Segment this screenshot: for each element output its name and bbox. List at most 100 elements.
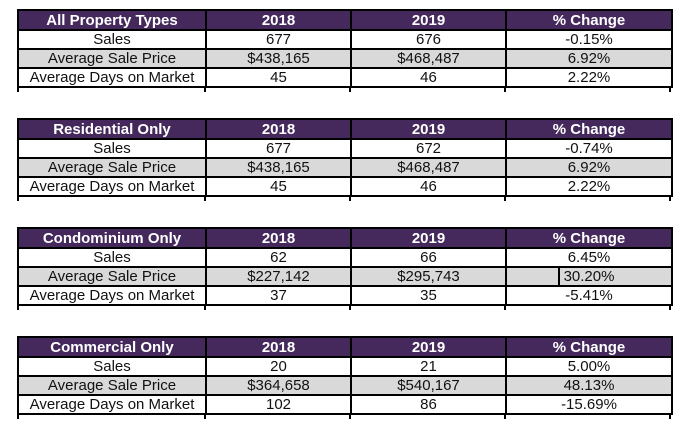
data-table: Commercial Only 2018 2019 % Change Sales… bbox=[17, 336, 673, 415]
row-label: Sales bbox=[17, 138, 207, 159]
value-change: 5.00% bbox=[505, 356, 673, 377]
column-header-2018: 2018 bbox=[205, 336, 352, 358]
gridline-stub bbox=[17, 306, 19, 310]
gridline-stub bbox=[17, 415, 19, 419]
table-row-average-days-on-market: Average Days on Market 45 46 2.22% bbox=[17, 176, 673, 197]
gridline-stub bbox=[17, 197, 19, 201]
gridline-stub bbox=[204, 306, 206, 310]
header-row: Residential Only 2018 2019 % Change bbox=[17, 118, 673, 140]
value-2018: $364,658 bbox=[205, 375, 352, 396]
gridline-stub bbox=[204, 197, 206, 201]
table-row-sales: Sales 62 66 6.45% bbox=[17, 247, 673, 268]
cursor-line-artifact bbox=[558, 269, 560, 284]
value-2019: 46 bbox=[350, 67, 507, 88]
value-change: 6.92% bbox=[505, 157, 673, 178]
value-2018: 37 bbox=[205, 285, 352, 306]
value-2019: 86 bbox=[350, 394, 507, 415]
column-header-2019: 2019 bbox=[350, 9, 507, 31]
value-2018: 62 bbox=[205, 247, 352, 268]
value-change: -0.15% bbox=[505, 29, 673, 50]
table-row-sales: Sales 20 21 5.00% bbox=[17, 356, 673, 377]
data-table: Condominium Only 2018 2019 % Change Sale… bbox=[17, 227, 673, 306]
row-label: Sales bbox=[17, 356, 207, 377]
value-2019: 46 bbox=[350, 176, 507, 197]
stats-table-condominium-only: Condominium Only 2018 2019 % Change Sale… bbox=[17, 227, 673, 310]
table-row-average-days-on-market: Average Days on Market 45 46 2.22% bbox=[17, 67, 673, 88]
value-2019: 66 bbox=[350, 247, 507, 268]
value-2019: 672 bbox=[350, 138, 507, 159]
table-row-average-days-on-market: Average Days on Market 37 35 -5.41% bbox=[17, 285, 673, 306]
value-change: -5.41% bbox=[505, 285, 673, 306]
gridline-stub bbox=[349, 415, 351, 419]
table-row-sales: Sales 677 676 -0.15% bbox=[17, 29, 673, 50]
value-2018: 102 bbox=[205, 394, 352, 415]
header-row: Commercial Only 2018 2019 % Change bbox=[17, 336, 673, 358]
table-row-average-sale-price: Average Sale Price $364,658 $540,167 48.… bbox=[17, 375, 673, 396]
value-2019: $468,487 bbox=[350, 48, 507, 69]
data-table: Residential Only 2018 2019 % Change Sale… bbox=[17, 118, 673, 197]
gridline-stub bbox=[17, 88, 19, 92]
value-change: -15.69% bbox=[505, 394, 673, 415]
column-header-2018: 2018 bbox=[205, 9, 352, 31]
value-change: 48.13% bbox=[505, 375, 673, 396]
column-header-2018: 2018 bbox=[205, 118, 352, 140]
table-title: Residential Only bbox=[17, 118, 207, 140]
gridline-stub bbox=[349, 197, 351, 201]
value-change-text: 30.20% bbox=[563, 268, 615, 285]
stats-table-residential-only: Residential Only 2018 2019 % Change Sale… bbox=[17, 118, 673, 201]
value-2019: $540,167 bbox=[350, 375, 507, 396]
column-header-2019: 2019 bbox=[350, 336, 507, 358]
value-change: -0.74% bbox=[505, 138, 673, 159]
gridline-stub bbox=[504, 306, 506, 310]
gridline-stub bbox=[349, 306, 351, 310]
value-change: 30.20% bbox=[505, 266, 673, 287]
row-label: Average Days on Market bbox=[17, 67, 207, 88]
gridline-stub bbox=[504, 88, 506, 92]
value-2018: 677 bbox=[205, 138, 352, 159]
value-change: 6.92% bbox=[505, 48, 673, 69]
header-row: All Property Types 2018 2019 % Change bbox=[17, 9, 673, 31]
value-2019: 21 bbox=[350, 356, 507, 377]
column-header-change: % Change bbox=[505, 9, 673, 31]
stats-table-commercial-only: Commercial Only 2018 2019 % Change Sales… bbox=[17, 336, 673, 419]
value-change: 2.22% bbox=[505, 67, 673, 88]
column-header-2019: 2019 bbox=[350, 227, 507, 249]
column-header-2018: 2018 bbox=[205, 227, 352, 249]
column-header-change: % Change bbox=[505, 336, 673, 358]
value-2018: $438,165 bbox=[205, 48, 352, 69]
stats-table-all-property-types: All Property Types 2018 2019 % Change Sa… bbox=[17, 9, 673, 92]
table-row-sales: Sales 677 672 -0.74% bbox=[17, 138, 673, 159]
table-row-average-sale-price: Average Sale Price $438,165 $468,487 6.9… bbox=[17, 48, 673, 69]
row-label: Average Sale Price bbox=[17, 375, 207, 396]
gridline-stub bbox=[504, 197, 506, 201]
value-2018: 45 bbox=[205, 176, 352, 197]
data-table: All Property Types 2018 2019 % Change Sa… bbox=[17, 9, 673, 88]
row-label: Average Sale Price bbox=[17, 157, 207, 178]
value-2018: 45 bbox=[205, 67, 352, 88]
row-label: Sales bbox=[17, 29, 207, 50]
row-label: Average Days on Market bbox=[17, 394, 207, 415]
table-row-average-days-on-market: Average Days on Market 102 86 -15.69% bbox=[17, 394, 673, 415]
gridline-stub bbox=[669, 88, 671, 92]
value-2018: $227,142 bbox=[205, 266, 352, 287]
column-header-change: % Change bbox=[505, 118, 673, 140]
column-header-change: % Change bbox=[505, 227, 673, 249]
row-label: Average Days on Market bbox=[17, 285, 207, 306]
row-label: Average Sale Price bbox=[17, 266, 207, 287]
gridline-stub bbox=[204, 415, 206, 419]
gridline-stub bbox=[504, 415, 506, 419]
value-2019: $295,743 bbox=[350, 266, 507, 287]
gridline-stub bbox=[349, 88, 351, 92]
table-title: All Property Types bbox=[17, 9, 207, 31]
row-label: Average Sale Price bbox=[17, 48, 207, 69]
value-2018: $438,165 bbox=[205, 157, 352, 178]
row-label: Average Days on Market bbox=[17, 176, 207, 197]
column-header-2019: 2019 bbox=[350, 118, 507, 140]
value-2019: $468,487 bbox=[350, 157, 507, 178]
value-2018: 20 bbox=[205, 356, 352, 377]
gridline-stub bbox=[669, 415, 671, 419]
table-title: Commercial Only bbox=[17, 336, 207, 358]
gridline-stub bbox=[669, 306, 671, 310]
table-row-average-sale-price: Average Sale Price $227,142 $295,743 30.… bbox=[17, 266, 673, 287]
